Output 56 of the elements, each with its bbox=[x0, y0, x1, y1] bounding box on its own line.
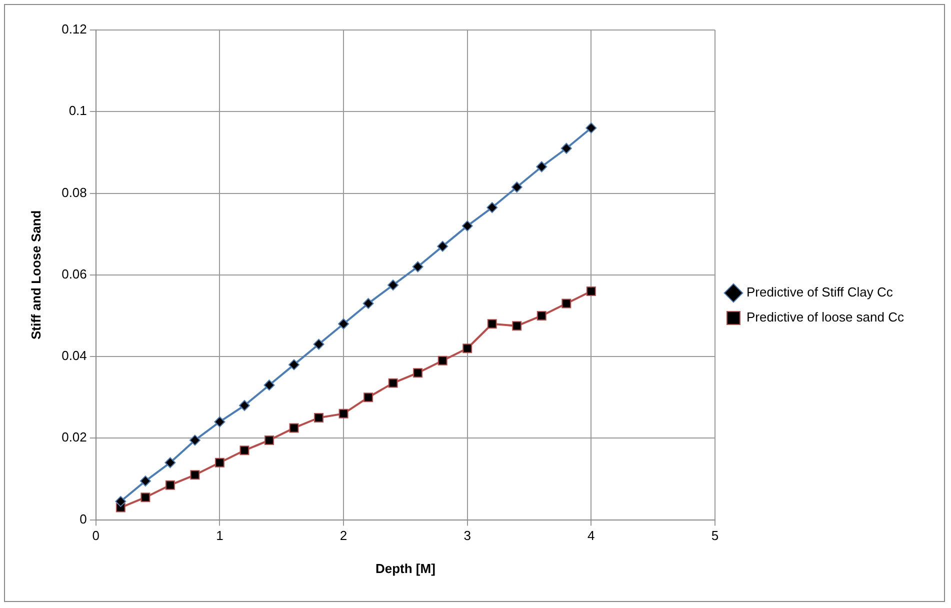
y-tick-label: 0.06 bbox=[62, 266, 87, 282]
point bbox=[462, 344, 472, 354]
y-tick-label: 0.08 bbox=[62, 184, 87, 200]
point bbox=[562, 298, 572, 308]
point bbox=[364, 392, 374, 402]
point bbox=[536, 310, 546, 320]
y-tick-label: 0.1 bbox=[68, 103, 87, 118]
point bbox=[190, 470, 200, 480]
point bbox=[214, 458, 224, 468]
x-tick-label: 0 bbox=[92, 528, 100, 544]
y-tick-label: 0.12 bbox=[62, 22, 87, 37]
y-tick-label: 0.04 bbox=[62, 348, 87, 364]
legend-label: Predictive of Stiff Clay Cc bbox=[746, 284, 894, 300]
x-tick-label: 2 bbox=[340, 528, 348, 544]
point bbox=[338, 318, 350, 330]
y-tick-label: 0.02 bbox=[62, 430, 87, 445]
point bbox=[388, 280, 399, 291]
point bbox=[238, 400, 250, 412]
point bbox=[437, 240, 448, 252]
point bbox=[586, 122, 597, 134]
point bbox=[115, 496, 126, 507]
point bbox=[140, 492, 150, 502]
point bbox=[165, 480, 175, 490]
point bbox=[511, 182, 522, 193]
point bbox=[536, 161, 548, 172]
x-tick-label: 1 bbox=[216, 528, 224, 544]
point bbox=[512, 321, 522, 331]
point bbox=[264, 435, 274, 445]
point bbox=[438, 356, 448, 366]
point bbox=[164, 457, 176, 468]
point bbox=[240, 446, 250, 456]
point bbox=[462, 220, 473, 232]
point bbox=[288, 359, 300, 370]
x-tick-label: 5 bbox=[711, 528, 719, 544]
point bbox=[264, 380, 275, 391]
point bbox=[388, 378, 398, 388]
legend-label: Predictive of loose sand Cc bbox=[746, 310, 904, 325]
point bbox=[313, 338, 324, 350]
y-tick-label: 0 bbox=[80, 511, 87, 526]
x-tick-label: 3 bbox=[464, 528, 471, 544]
point bbox=[413, 368, 423, 378]
point bbox=[289, 423, 299, 433]
point bbox=[214, 416, 226, 428]
point bbox=[560, 142, 572, 154]
x-axis-title: Depth [M] bbox=[375, 560, 436, 576]
point bbox=[487, 319, 497, 329]
point bbox=[486, 202, 498, 214]
x-tick-label: 4 bbox=[588, 528, 595, 544]
y-axis-title: Stiff and Loose Sand bbox=[28, 210, 44, 340]
point bbox=[189, 434, 200, 446]
point bbox=[362, 298, 374, 309]
point bbox=[412, 261, 424, 272]
point bbox=[586, 286, 596, 296]
point bbox=[314, 413, 324, 422]
point bbox=[338, 408, 348, 418]
point bbox=[140, 476, 151, 487]
